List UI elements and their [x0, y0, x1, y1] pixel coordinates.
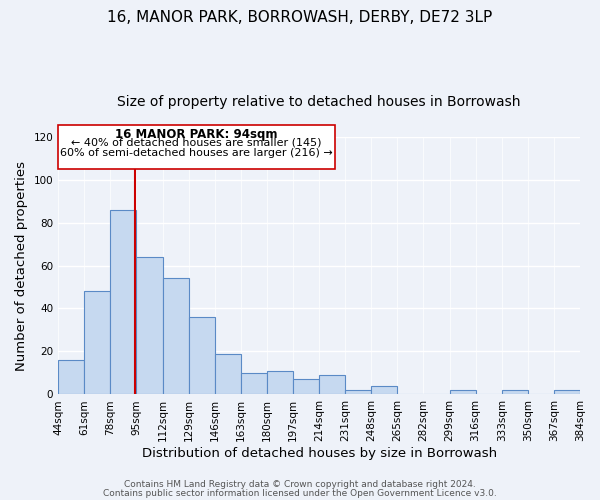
- FancyBboxPatch shape: [58, 125, 335, 169]
- Text: ← 40% of detached houses are smaller (145): ← 40% of detached houses are smaller (14…: [71, 138, 322, 148]
- Text: 16, MANOR PARK, BORROWASH, DERBY, DE72 3LP: 16, MANOR PARK, BORROWASH, DERBY, DE72 3…: [107, 10, 493, 25]
- Bar: [345, 390, 371, 394]
- Title: Size of property relative to detached houses in Borrowash: Size of property relative to detached ho…: [118, 95, 521, 109]
- Text: Contains HM Land Registry data © Crown copyright and database right 2024.: Contains HM Land Registry data © Crown c…: [124, 480, 476, 489]
- Bar: [554, 390, 580, 394]
- Text: 60% of semi-detached houses are larger (216) →: 60% of semi-detached houses are larger (…: [60, 148, 333, 158]
- Y-axis label: Number of detached properties: Number of detached properties: [15, 160, 28, 370]
- Bar: [163, 278, 188, 394]
- Bar: [371, 386, 397, 394]
- Bar: [293, 380, 319, 394]
- Bar: [110, 210, 136, 394]
- Bar: [502, 390, 528, 394]
- X-axis label: Distribution of detached houses by size in Borrowash: Distribution of detached houses by size …: [142, 447, 497, 460]
- Bar: [267, 371, 293, 394]
- Bar: [58, 360, 84, 394]
- Bar: [241, 373, 267, 394]
- Bar: [136, 257, 163, 394]
- Text: Contains public sector information licensed under the Open Government Licence v3: Contains public sector information licen…: [103, 488, 497, 498]
- Bar: [188, 317, 215, 394]
- Bar: [84, 292, 110, 395]
- Bar: [319, 375, 345, 394]
- Text: 16 MANOR PARK: 94sqm: 16 MANOR PARK: 94sqm: [115, 128, 278, 140]
- Bar: [449, 390, 476, 394]
- Bar: [215, 354, 241, 395]
